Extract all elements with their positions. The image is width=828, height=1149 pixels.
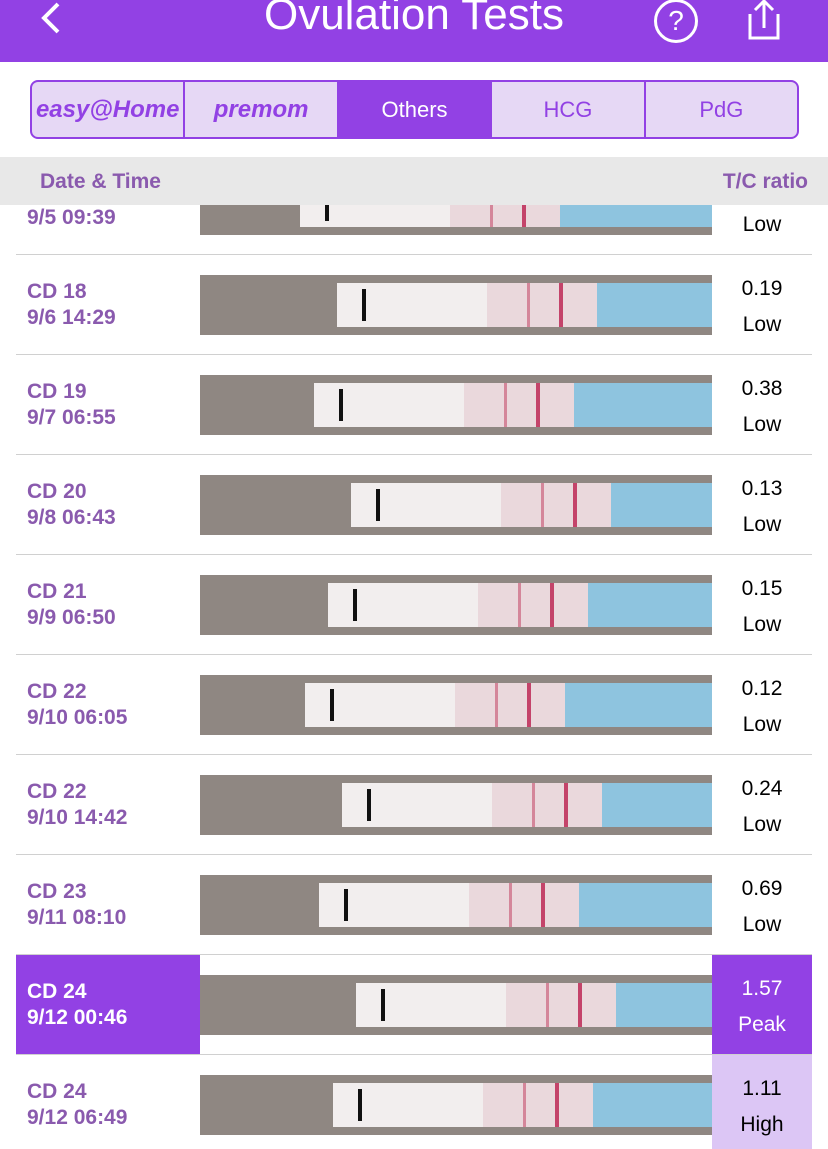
cycle-day: CD 24 bbox=[27, 980, 87, 1003]
date-time: 9/9 06:50 bbox=[27, 606, 116, 629]
date-time: 9/11 08:10 bbox=[27, 906, 127, 929]
test-row[interactable]: CD 22 9/10 06:05 0.12 Low bbox=[0, 655, 828, 755]
row-divider bbox=[16, 554, 812, 555]
test-row[interactable]: CD 24 9/12 06:49 1.11 High bbox=[0, 1055, 828, 1149]
test-strip-photo bbox=[200, 775, 712, 835]
date-time: 9/12 00:46 bbox=[27, 1006, 128, 1029]
test-strip-photo bbox=[200, 975, 712, 1035]
test-strip-photo bbox=[200, 205, 712, 235]
row-divider bbox=[16, 354, 812, 355]
test-row[interactable]: 9/5 09:39 Low bbox=[0, 205, 828, 255]
result-level: Peak bbox=[738, 1013, 786, 1036]
test-strip-photo bbox=[200, 1075, 712, 1135]
cycle-day: CD 21 bbox=[27, 580, 87, 603]
test-row[interactable]: CD 22 9/10 14:42 0.24 Low bbox=[0, 755, 828, 855]
column-label: T/C ratio bbox=[722, 170, 808, 193]
cycle-day: CD 19 bbox=[27, 380, 87, 403]
row-divider bbox=[16, 454, 812, 455]
column-label: Date & Time bbox=[40, 170, 161, 193]
row-divider bbox=[16, 654, 812, 655]
tc-ratio: 0.24 bbox=[741, 777, 783, 800]
tab[interactable]: HCG bbox=[492, 82, 646, 137]
test-strip-photo bbox=[200, 575, 712, 635]
tab[interactable]: PdG bbox=[699, 96, 744, 122]
date-time: 9/6 14:29 bbox=[27, 306, 116, 329]
cycle-day: CD 22 bbox=[27, 680, 87, 703]
date-time: 9/5 09:39 bbox=[27, 206, 116, 229]
cycle-day: CD 18 bbox=[27, 280, 87, 303]
result-level: Low bbox=[742, 313, 782, 336]
share-button[interactable] bbox=[742, 0, 786, 44]
tc-ratio: 0.12 bbox=[741, 677, 783, 700]
tc-ratio: 0.19 bbox=[741, 277, 783, 300]
help-button[interactable]: ? bbox=[654, 0, 698, 43]
cycle-day: CD 22 bbox=[27, 780, 87, 803]
test-list: 9/5 09:39 Low CD 18 9/6 14:29 0.19 Low CD 19… bbox=[0, 205, 828, 1149]
test-row[interactable]: CD 23 9/11 08:10 0.69 Low bbox=[0, 855, 828, 955]
row-divider bbox=[16, 854, 812, 855]
tab[interactable]: premom bbox=[185, 82, 339, 137]
tc-ratio: 1.11 bbox=[742, 1077, 782, 1100]
test-row[interactable]: CD 18 9/6 14:29 0.19 Low bbox=[0, 255, 828, 355]
test-strip-photo bbox=[200, 275, 712, 335]
result-level: Low bbox=[742, 213, 782, 236]
row-highlight bbox=[16, 955, 200, 1055]
test-row[interactable]: CD 19 9/7 06:55 0.38 Low bbox=[0, 355, 828, 455]
tab[interactable]: Others bbox=[338, 82, 493, 137]
tc-ratio: 0.69 bbox=[741, 877, 783, 900]
test-row[interactable]: CD 20 9/8 06:43 0.13 Low bbox=[0, 455, 828, 555]
column-header: Date & Time T/C ratio bbox=[0, 157, 828, 205]
cycle-day: CD 23 bbox=[27, 880, 87, 903]
row-divider bbox=[16, 954, 812, 955]
tab-bar: easy@Home premom Others HCG PdG bbox=[30, 80, 799, 139]
date-time: 9/7 06:55 bbox=[27, 406, 116, 429]
tc-ratio: 0.13 bbox=[741, 477, 783, 500]
test-row[interactable]: CD 24 9/12 00:46 1.57 Peak bbox=[0, 955, 828, 1055]
tc-ratio: 0.15 bbox=[741, 577, 783, 600]
cycle-day: CD 20 bbox=[27, 480, 87, 503]
title: Ovulation Tests bbox=[263, 0, 564, 39]
tc-ratio: 0.38 bbox=[741, 377, 783, 400]
test-strip-photo bbox=[200, 675, 712, 735]
result-level: High bbox=[740, 1113, 784, 1136]
date-time: 9/10 06:05 bbox=[27, 706, 128, 729]
result-level: Low bbox=[742, 813, 782, 836]
result-level: Low bbox=[742, 913, 782, 936]
result-level: Low bbox=[742, 613, 782, 636]
nav-bar: Ovulation Tests ? bbox=[0, 0, 828, 62]
test-strip-photo bbox=[200, 375, 712, 435]
date-time: 9/10 14:42 bbox=[27, 806, 128, 829]
result-level: Low bbox=[742, 513, 782, 536]
tab[interactable]: easy@Home bbox=[32, 82, 186, 137]
row-divider bbox=[16, 1054, 812, 1055]
test-row[interactable]: CD 21 9/9 06:50 0.15 Low bbox=[0, 555, 828, 655]
row-divider bbox=[16, 754, 812, 755]
tc-ratio: 1.57 bbox=[741, 977, 783, 1000]
test-strip-photo bbox=[200, 475, 712, 535]
cycle-day: CD 24 bbox=[27, 1080, 87, 1103]
back-button[interactable] bbox=[36, 0, 66, 40]
test-strip-photo bbox=[200, 875, 712, 935]
result-level: Low bbox=[742, 413, 782, 436]
result-level: Low bbox=[742, 713, 782, 736]
date-time: 9/8 06:43 bbox=[27, 506, 116, 529]
date-time: 9/12 06:49 bbox=[27, 1106, 128, 1129]
row-divider bbox=[16, 254, 812, 255]
ratio-highlight bbox=[712, 955, 812, 1055]
ratio-highlight bbox=[712, 1055, 812, 1149]
